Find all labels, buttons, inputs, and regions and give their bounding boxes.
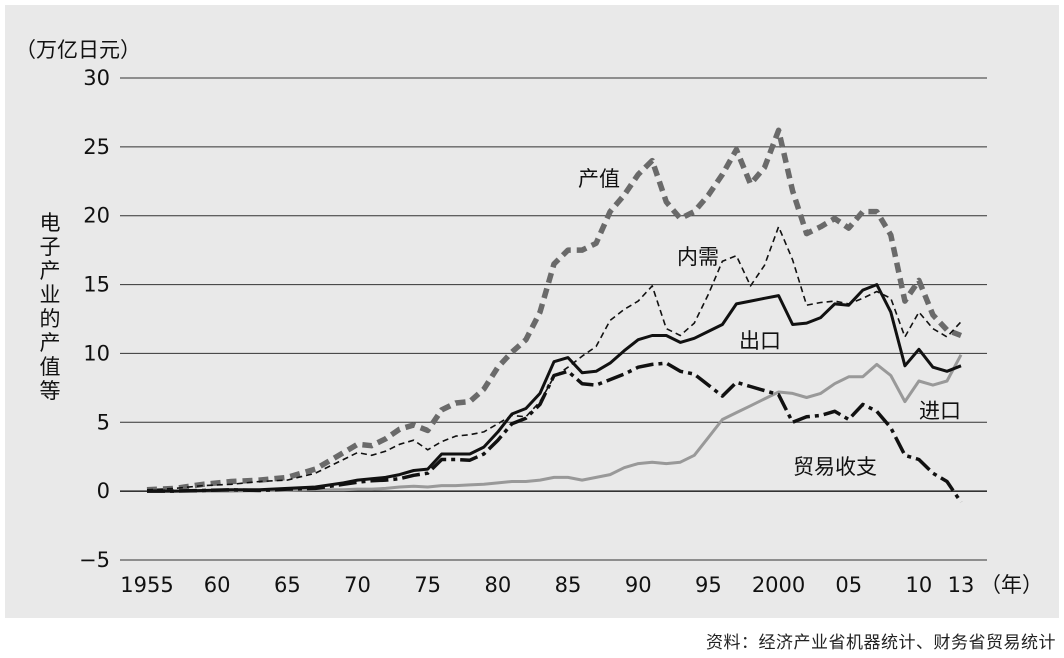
x-tick-label: 13: [948, 573, 975, 597]
x-tick-label: 60: [204, 573, 231, 597]
series-label: 内需: [677, 245, 719, 269]
y-tick-label: −5: [79, 548, 110, 572]
series-label: 进口: [919, 399, 961, 423]
series-line-2: [147, 283, 962, 493]
y-tick-label: 25: [83, 135, 110, 159]
x-tick-label: 70: [344, 573, 371, 597]
x-unit-label: （年）: [980, 573, 1043, 597]
x-tick-label: 95: [695, 573, 722, 597]
chart-panel: −5 0 5 10 15 20 25 30 1955 60 65 70 75 80 85 90 95 2000 05…: [5, 5, 1059, 618]
x-tick-label: 75: [414, 573, 441, 597]
y-tick-label: 15: [83, 273, 110, 297]
y-tick-label: 5: [97, 410, 110, 434]
y-tick-label: 10: [83, 341, 110, 365]
y-axis-title: 电子产业的产值等: [40, 211, 61, 403]
x-tick-label: 05: [835, 573, 862, 597]
x-tick-label: 10: [906, 573, 933, 597]
x-tick-label: 80: [484, 573, 511, 597]
x-tick-label: 2000: [752, 573, 805, 597]
y-tick-label: 0: [97, 479, 110, 503]
series-line-4: [147, 361, 963, 504]
series-label: 出口: [739, 329, 781, 353]
series-label: 产值: [578, 167, 620, 191]
y-unit-label: （万亿日元）: [15, 38, 141, 62]
source-note: 资料：经济产业省机器统计、财务省贸易统计: [706, 633, 1056, 653]
x-tick-label: 85: [555, 573, 582, 597]
series-label: 贸易收支: [793, 455, 877, 479]
x-tick-label: 65: [274, 573, 301, 597]
y-tick-label: 30: [83, 66, 110, 90]
y-tick-label: 20: [83, 204, 110, 228]
series-line-0: [146, 127, 963, 493]
x-tick-label: 90: [625, 573, 652, 597]
series-line-1: [146, 225, 962, 491]
x-tick-label: 1955: [120, 573, 173, 597]
series-line-3: [147, 354, 963, 493]
